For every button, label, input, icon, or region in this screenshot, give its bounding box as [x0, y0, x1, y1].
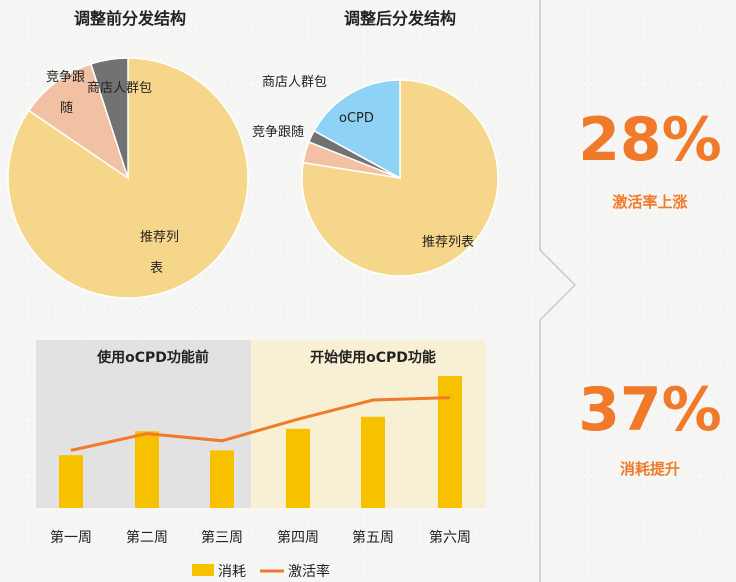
pie-after-label-store: 商店人群包 [262, 75, 327, 90]
pie-before-label-recommend-line2: 表 [150, 261, 163, 276]
pie-before-label-competition-line2: 随 [60, 101, 73, 116]
x-tick-label-3: 第三周 [201, 529, 243, 546]
pie-before-slice-2 [89, 57, 129, 179]
pie-after-label-recommend: 推荐列表 [422, 235, 474, 250]
pie-before-label-competition-line1: 竞争跟 [46, 69, 85, 85]
x-tick-label-6: 第六周 [429, 529, 471, 546]
bar-consumption-1 [59, 455, 83, 508]
bar-consumption-4 [286, 428, 310, 508]
legend-label-consumption: 消耗 [218, 564, 246, 580]
region-after-label: 开始使用oCPD功能 [310, 349, 436, 366]
pie-after-slice-3 [313, 79, 401, 180]
pie-before-slice-1 [27, 62, 130, 180]
pie-after-label-competition: 竞争跟随 [252, 124, 304, 140]
legend-label-activation: 激活率 [288, 563, 330, 580]
x-tick-label-4: 第四周 [277, 529, 319, 546]
bar-consumption-5 [361, 416, 385, 508]
pie-after-slice-0 [301, 79, 499, 277]
stat-consumption-caption: 消耗提升 [620, 460, 680, 478]
legend-swatch-consumption [192, 564, 214, 576]
legend: 消耗 激活率 [192, 563, 330, 580]
divider-arrow [539, 0, 577, 582]
x-tick-label-5: 第五周 [352, 529, 394, 546]
pie-before-label-store: 商店人群包 [87, 81, 152, 96]
stat-consumption: 37% 消耗提升 [578, 375, 722, 478]
pie-before-slice-0 [7, 57, 249, 299]
pie-before-title: 调整前分发结构 [74, 9, 186, 28]
pie-after-title: 调整后分发结构 [344, 9, 456, 28]
stat-activation-value: 28% [578, 105, 722, 175]
combo-chart: 使用oCPD功能前 开始使用oCPD功能 第一周 第二周 第三周 第四周 第五周 第六周 … [36, 340, 486, 580]
pie-before-label-recommend-line1: 推荐列 [140, 230, 179, 245]
stat-consumption-value: 37% [578, 375, 722, 445]
line-activation-rate [70, 396, 451, 452]
stat-activation: 28% 激活率上涨 [578, 105, 722, 211]
region-before-label: 使用oCPD功能前 [96, 349, 209, 366]
bar-consumption-6 [438, 376, 462, 508]
stat-activation-caption: 激活率上涨 [612, 193, 687, 211]
pie-chart-before: 调整前分发结构 竞争跟 随 商店人群包 推荐列 表 [7, 9, 249, 299]
bar-consumption-2 [135, 431, 159, 508]
x-tick-label-1: 第一周 [50, 529, 92, 546]
x-tick-label-2: 第二周 [126, 529, 168, 546]
pie-after-label-ocpd: oCPD [339, 111, 374, 126]
bar-consumption-3 [210, 450, 234, 508]
pie-chart-after: 调整后分发结构 商店人群包 oCPD 竞争跟随 推荐列表 [252, 9, 499, 277]
